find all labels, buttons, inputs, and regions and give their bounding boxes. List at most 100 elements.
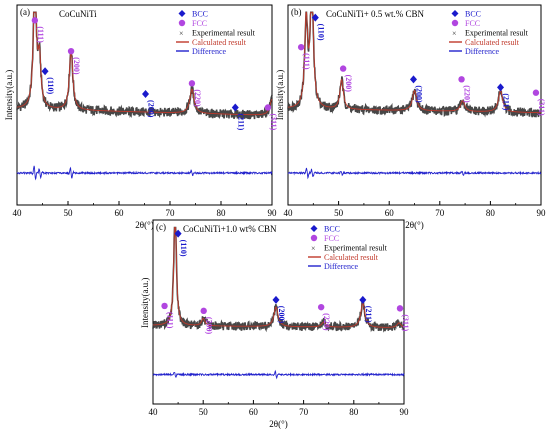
x-tick-label: 60 <box>115 208 125 218</box>
legend-bcc-marker <box>310 225 318 232</box>
legend-calculated-label: Calculated result <box>192 38 247 47</box>
calculated-trace <box>152 227 405 328</box>
fcc-marker <box>339 65 347 72</box>
hkl-label: (220) <box>463 85 472 103</box>
bcc-marker <box>41 67 49 76</box>
x-tick-label: 90 <box>537 208 547 218</box>
x-axis-label: 2θ(°) <box>405 220 423 230</box>
x-tick-label: 40 <box>149 407 159 417</box>
x-tick-label: 60 <box>385 208 395 218</box>
x-tick-label: 80 <box>217 208 227 218</box>
bcc-marker <box>272 295 280 304</box>
legend-experimental-label: Experimental result <box>324 244 388 253</box>
legend-experimental-marker: × <box>311 244 316 253</box>
y-axis-label: Intensity(a.u.) <box>4 70 14 120</box>
hkl-label: (110) <box>46 77 55 94</box>
fcc-marker <box>161 302 168 310</box>
sample-title: CoCuNiTi+1.0 wt% CBN <box>183 224 277 234</box>
x-tick-label: 70 <box>435 208 445 218</box>
bcc-marker <box>142 90 150 99</box>
fcc-marker <box>200 307 207 315</box>
hkl-label: (111) <box>302 53 311 70</box>
hkl-label: (200) <box>414 85 423 103</box>
difference-trace <box>287 167 542 180</box>
legend-fcc-marker <box>451 19 459 27</box>
fcc-marker <box>458 76 465 83</box>
fcc-marker <box>67 47 75 55</box>
legend-difference-label: Difference <box>192 47 227 56</box>
legend-difference-label: Difference <box>465 47 500 56</box>
hkl-label: (311) <box>269 113 278 130</box>
sample-title: CoCuNiTi+ 0.5 wt.% CBN <box>326 9 425 19</box>
legend-fcc-label: FCC <box>465 19 480 28</box>
legend-bcc-label: BCC <box>192 10 208 19</box>
panel-a: 40 50 60 70 80 90 2θ(°) Intensity(a.u.) (a) CoCuN… <box>4 4 278 230</box>
sample-title: CoCuNiTi <box>59 9 97 19</box>
y-axis-label: Intensity(a.u.) <box>275 70 285 120</box>
bcc-marker <box>409 75 417 84</box>
hkl-label: (110) <box>179 240 188 257</box>
legend-fcc-label: FCC <box>324 234 339 243</box>
hkl-label: (111) <box>166 312 175 329</box>
legend-experimental-label: Experimental result <box>192 29 256 38</box>
bcc-marker <box>311 13 319 22</box>
hkl-label: (211) <box>236 113 245 130</box>
legend-fcc-marker <box>310 234 318 242</box>
difference-trace <box>152 369 405 380</box>
hkl-label: (211) <box>502 93 511 110</box>
experimental-trace <box>16 11 273 120</box>
hkl-label: (200) <box>147 100 156 118</box>
x-tick-label: 40 <box>284 208 294 218</box>
legend-fcc-label: FCC <box>192 19 207 28</box>
hkl-label: (200) <box>277 306 286 324</box>
panel-label: (b) <box>291 7 302 17</box>
hkl-label: (200) <box>72 57 81 75</box>
bcc-marker <box>359 295 367 304</box>
fcc-marker <box>317 303 325 311</box>
fcc-marker <box>188 80 196 87</box>
x-tick-label: 70 <box>299 407 309 417</box>
hkl-label: (111) <box>36 26 45 43</box>
legend-experimental-marker: × <box>179 29 184 38</box>
x-tick-label: 80 <box>486 208 496 218</box>
x-tick-label: 50 <box>199 407 209 417</box>
x-tick-label: 50 <box>64 208 74 218</box>
x-tick-label: 80 <box>349 407 359 417</box>
bcc-marker <box>231 103 239 112</box>
bcc-marker <box>174 229 182 238</box>
hkl-label: (110) <box>316 24 325 41</box>
fcc-marker <box>264 104 272 111</box>
x-tick-label: 90 <box>268 208 278 218</box>
bcc-marker <box>497 83 505 92</box>
y-axis-label: Intensity(a.u.) <box>140 278 150 328</box>
x-tick-label: 40 <box>13 208 23 218</box>
x-tick-label: 50 <box>334 208 344 218</box>
legend-bcc-marker <box>451 10 459 17</box>
legend-bcc-marker <box>178 10 186 17</box>
panel-b: 40 50 60 70 80 90 2θ(°) Intensity(a.u.) (b) CoCuN… <box>275 4 547 230</box>
hkl-label: (200) <box>205 317 214 335</box>
x-tick-label: 90 <box>400 407 410 417</box>
fcc-marker <box>532 89 540 96</box>
fcc-marker <box>31 17 39 24</box>
hkl-label: (211) <box>364 306 373 323</box>
x-tick-label: 70 <box>166 208 176 218</box>
panel-c: 40 50 60 70 80 90 2θ(°) Intensity(a.u.) (c) CoCuN… <box>140 219 410 429</box>
legend-fcc-marker <box>178 19 186 27</box>
panel-label: (c) <box>156 222 166 232</box>
hkl-label: (311) <box>401 314 410 331</box>
panel-label: (a) <box>20 7 30 17</box>
legend-experimental-label: Experimental result <box>465 29 529 38</box>
legend-calculated-label: Calculated result <box>465 38 520 47</box>
hkl-label: (220) <box>193 89 202 107</box>
hkl-label: (220) <box>322 313 331 331</box>
x-axis-label: 2θ(°) <box>135 220 153 230</box>
fcc-marker <box>396 305 404 312</box>
calculated-trace <box>16 11 273 116</box>
x-tick-label: 60 <box>249 407 259 417</box>
legend-calculated-label: Calculated result <box>324 253 379 262</box>
hkl-label: (200) <box>344 75 353 93</box>
